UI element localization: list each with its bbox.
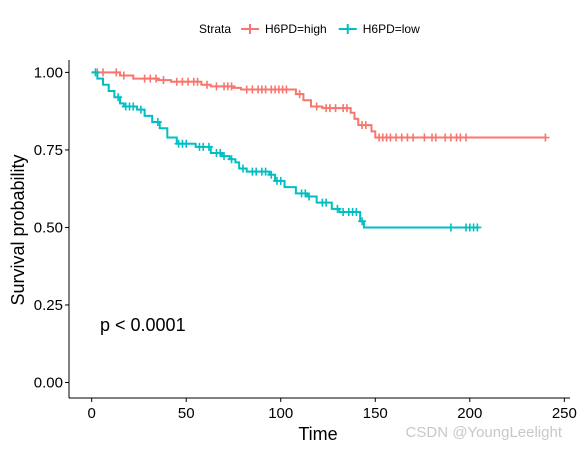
censor-mark	[227, 82, 236, 91]
axes: 0 50 100 150 200 250 0.00 0.25 0.50 0.75 1.00	[34, 60, 577, 422]
censor-mark	[333, 204, 342, 213]
censor-mark	[151, 74, 160, 83]
censor-mark	[91, 68, 100, 77]
survival-curve	[91, 71, 546, 139]
censor-mark	[305, 192, 314, 201]
watermark: CSDN @YoungLeelight	[406, 424, 563, 441]
censor-mark	[99, 68, 108, 77]
y-tick-label: 0.00	[34, 374, 63, 391]
censor-mark	[203, 80, 212, 89]
series-low	[91, 68, 482, 232]
censor-mark	[282, 85, 291, 94]
censor-mark	[276, 176, 285, 185]
censor-mark	[446, 223, 455, 232]
censor-mark	[342, 104, 351, 113]
y-axis-title: Survival probability	[8, 154, 28, 305]
censor-mark	[352, 207, 361, 216]
survival-curve	[91, 71, 480, 229]
censor-mark	[136, 105, 145, 114]
legend-label: H6PD=low	[363, 22, 420, 36]
x-tick-label: 200	[457, 405, 482, 422]
y-tick-label: 1.00	[34, 64, 63, 81]
censor-mark	[312, 102, 321, 111]
censor-mark	[361, 121, 370, 130]
censor-mark	[238, 164, 247, 173]
x-axis-title: Time	[298, 424, 337, 444]
censor-mark	[420, 133, 429, 142]
y-tick-label: 0.25	[34, 297, 63, 314]
legend-title: Strata	[199, 22, 231, 36]
x-tick-label: 50	[178, 405, 195, 422]
x-tick-label: 150	[363, 405, 388, 422]
censor-mark	[541, 133, 550, 142]
y-tick-label: 0.50	[34, 219, 63, 236]
censor-mark	[159, 76, 168, 85]
censor-mark	[261, 167, 270, 176]
y-tick-label: 0.75	[34, 142, 63, 159]
censor-mark	[193, 77, 202, 86]
censor-mark	[119, 71, 128, 80]
p-value-annotation: p < 0.0001	[100, 315, 186, 335]
censor-mark	[129, 102, 138, 111]
censor-mark	[295, 90, 304, 99]
censor-mark	[112, 68, 121, 77]
legend-item-high: H6PD=high	[241, 22, 327, 36]
x-tick-label: 100	[268, 405, 293, 422]
censor-mark	[267, 170, 276, 179]
censor-mark	[227, 155, 236, 164]
x-tick-label: 0	[88, 405, 96, 422]
legend-label: H6PD=high	[265, 22, 327, 36]
censor-mark	[114, 93, 123, 102]
censor-mark	[182, 139, 191, 148]
censor-mark	[331, 104, 340, 113]
censor-mark	[473, 223, 482, 232]
censor-mark	[358, 217, 367, 226]
censor-mark	[322, 198, 331, 207]
censor-mark	[220, 152, 229, 161]
legend-item-low: H6PD=low	[338, 22, 420, 36]
legend: Strata H6PD=high H6PD=low	[199, 22, 420, 36]
censor-mark	[212, 82, 221, 91]
x-tick-label: 250	[552, 405, 577, 422]
censor-mark	[409, 133, 418, 142]
series-high	[91, 68, 550, 142]
censor-mark	[153, 118, 162, 127]
censor-mark	[462, 133, 471, 142]
censor-mark	[431, 133, 440, 142]
censor-mark	[204, 142, 213, 151]
series-layer	[91, 68, 550, 232]
